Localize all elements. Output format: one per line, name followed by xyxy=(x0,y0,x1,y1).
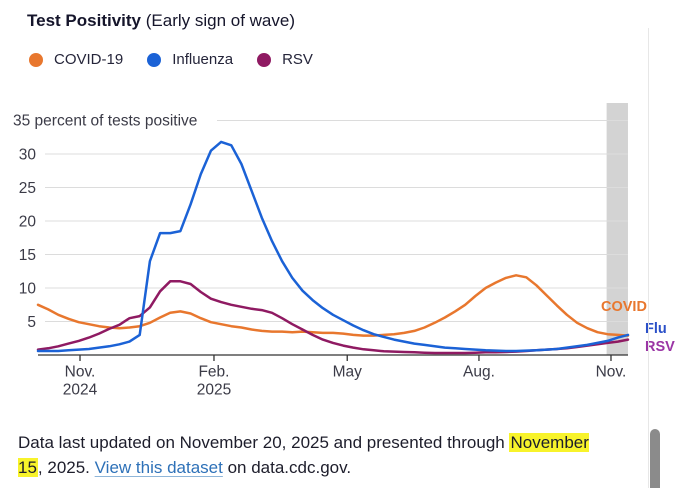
x-axis-tick-label: Nov. xyxy=(65,364,96,381)
series-line-covid-19 xyxy=(36,274,630,337)
x-axis-tick-year-label: 2025 xyxy=(197,382,231,399)
x-axis-tick-label: May xyxy=(333,364,363,381)
chart-subtitle: (Early sign of wave) xyxy=(145,11,296,30)
y-axis-tick-label: 5 xyxy=(27,314,36,331)
footer-text: Data last updated on November 20, 2025 a… xyxy=(18,433,505,452)
legend-label-covid: COVID-19 xyxy=(54,51,124,68)
chart-legend: COVID-19 Influenza RSV xyxy=(29,51,313,68)
line-end-label-flu: Flu xyxy=(645,321,667,337)
panel-divider xyxy=(648,28,649,488)
series-line-influenza xyxy=(36,140,630,353)
covid-legend-dot-icon xyxy=(29,52,43,67)
y-axis-tick-label: 20 xyxy=(19,214,37,231)
line-end-label-rsv: RSV xyxy=(645,339,675,355)
chart-title: Test Positivity xyxy=(27,11,141,30)
data-update-note: Data last updated on November 20, 2025 a… xyxy=(18,430,590,480)
chart-canvas[interactable]: 5 10 15 20 25 30 35 percent of tests positive N… xyxy=(0,95,677,405)
legend-item-rsv: RSV xyxy=(257,51,313,68)
y-axis-tick-label: 10 xyxy=(19,281,37,298)
page-title: Test Positivity (Early sign of wave) xyxy=(27,11,295,31)
x-axis-tick-label: Nov. xyxy=(596,364,627,381)
rsv-legend-dot-icon xyxy=(257,52,272,67)
y-axis-tick-label: 25 xyxy=(19,180,36,197)
y-axis-unit-label: 35 percent of tests positive xyxy=(13,113,197,130)
x-axis-tick-label: Feb. xyxy=(198,364,229,381)
legend-item-influenza: Influenza xyxy=(147,51,233,68)
line-end-label-covid: COVID xyxy=(601,299,647,315)
legend-item-covid: COVID-19 xyxy=(29,51,123,68)
y-axis-tick-label: 30 xyxy=(19,147,37,164)
legend-label-rsv: RSV xyxy=(282,51,313,68)
y-axis-tick-label: 15 xyxy=(19,247,36,264)
influenza-legend-dot-icon xyxy=(147,52,162,67)
legend-label-influenza: Influenza xyxy=(172,51,234,68)
footer-suffix: on data.cdc.gov. xyxy=(222,458,352,477)
view-dataset-link[interactable]: View this dataset xyxy=(94,458,223,477)
recent-weeks-highlight-band xyxy=(606,103,628,355)
vertical-scrollbar-thumb[interactable] xyxy=(650,429,660,488)
x-axis-tick-label: Aug. xyxy=(463,364,495,381)
x-axis-tick-year-label: 2024 xyxy=(63,382,98,399)
footer-text-after-date: , 2025. xyxy=(37,458,95,477)
